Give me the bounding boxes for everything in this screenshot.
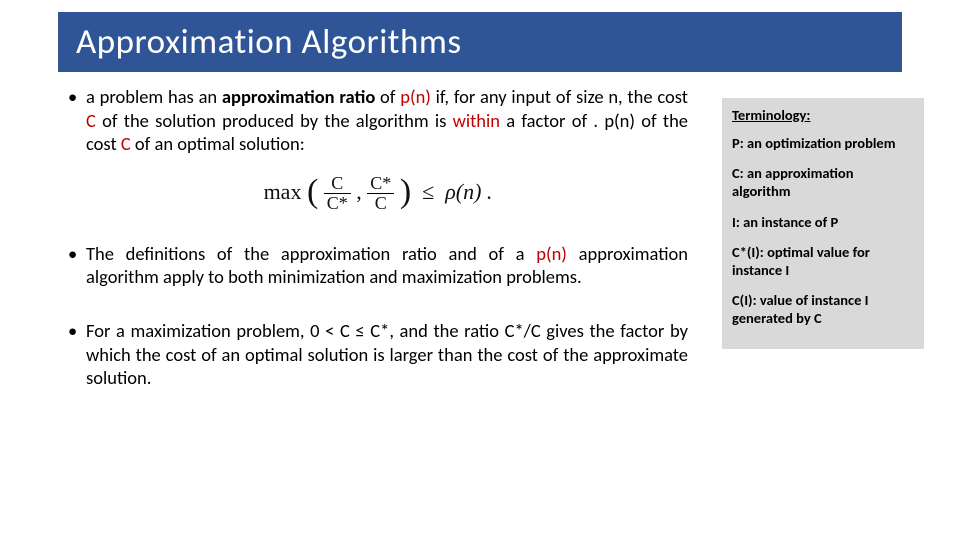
- term-item: C(I): value of instance I generated by C: [732, 291, 914, 327]
- terminology-heading: Terminology:: [732, 106, 914, 124]
- frac1-num: C: [324, 174, 351, 194]
- b2-t1: The definitions of the approximation rat…: [86, 242, 536, 265]
- b1-t3: of: [380, 85, 400, 108]
- bullet-1-text: a problem has an approximation ratio of …: [86, 85, 688, 156]
- term-item: P: an optimization problem: [732, 134, 914, 152]
- bullet-3-text: For a maximization problem, 0 < C ≤ C*, …: [86, 319, 688, 390]
- b1-t1: a problem has an: [86, 85, 222, 108]
- frac2-num: C*: [367, 174, 394, 194]
- term-item: C*(I): optimal value for instance I: [732, 243, 914, 279]
- formula-sep: ,: [356, 179, 362, 204]
- bullet-2-text: The definitions of the approximation rat…: [86, 242, 688, 289]
- frac1-den: C*: [324, 194, 351, 213]
- formula-rhs: ρ(n) .: [445, 179, 492, 204]
- bullet-2: • The definitions of the approximation r…: [68, 242, 688, 289]
- title-bar: Approximation Algorithms: [58, 12, 902, 72]
- b1-t6: C: [86, 109, 96, 132]
- bullet-dot: •: [68, 85, 86, 156]
- b2-t2: p(n): [536, 242, 567, 265]
- term-item: C: an approximation algorithm: [732, 164, 914, 200]
- b1-t2: approximation ratio: [222, 85, 380, 108]
- bullet-1: • a problem has an approximation ratio o…: [68, 85, 688, 156]
- b1-t5: if, for any input of size n, the cost: [431, 85, 688, 108]
- slide-title: Approximation Algorithms: [76, 21, 462, 63]
- fraction-1: C C*: [324, 174, 351, 213]
- bullet-dot: •: [68, 319, 86, 390]
- formula-prefix: max: [264, 179, 302, 204]
- open-paren-icon: (: [307, 170, 318, 214]
- slide: Approximation Algorithms • a problem has…: [0, 0, 960, 540]
- frac2-den: C: [367, 194, 394, 213]
- bullet-dot: •: [68, 242, 86, 289]
- b1-t8: within: [453, 109, 500, 132]
- spacer: [68, 299, 688, 319]
- b1-t10: C: [121, 132, 131, 155]
- terminology-box: Terminology: P: an optimization problem …: [722, 98, 924, 349]
- term-item: I: an instance of P: [732, 213, 914, 231]
- fraction-2: C* C: [367, 174, 394, 213]
- close-paren-icon: ): [400, 170, 411, 214]
- main-content: • a problem has an approximation ratio o…: [68, 85, 688, 400]
- b1-t7: of the solution produced by the algorith…: [96, 109, 453, 132]
- b1-t4: p(n): [400, 85, 431, 108]
- bullet-3: • For a maximization problem, 0 < C ≤ C*…: [68, 319, 688, 390]
- formula-rel: ≤: [422, 179, 434, 204]
- b1-t11: of an optimal solution:: [131, 132, 305, 155]
- formula: max ( C C* , C* C ) ≤ ρ(n) .: [68, 172, 688, 216]
